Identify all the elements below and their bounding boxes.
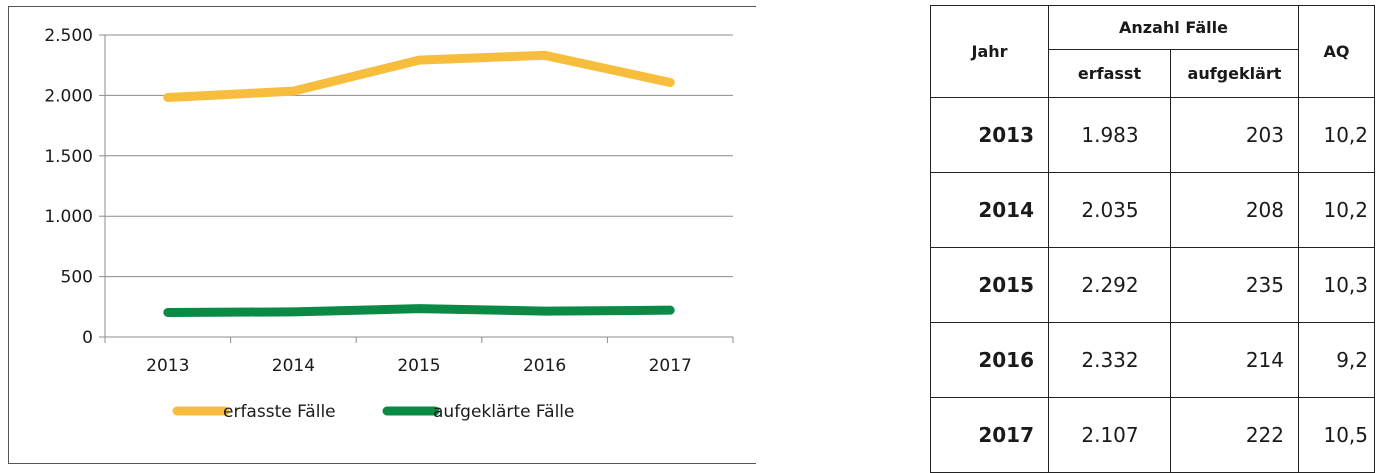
y-tick-label: 1.000 bbox=[44, 207, 93, 227]
cell-erfasst: 2.035 bbox=[1048, 172, 1171, 248]
x-tick-label: 2017 bbox=[649, 356, 692, 376]
legend-label-1: aufgeklärte Fälle bbox=[433, 402, 574, 422]
series-line-1 bbox=[163, 304, 675, 317]
table-row: 2013 1.983 203 10,2 bbox=[930, 97, 1375, 173]
data-table: Jahr Anzahl Fälle AQ erfasst aufgeklärt … bbox=[930, 5, 1375, 473]
data-point bbox=[292, 311, 294, 313]
cell-aufgeklaert: 222 bbox=[1170, 397, 1299, 473]
data-point bbox=[544, 54, 546, 56]
cell-aq: 10,3 bbox=[1298, 247, 1375, 323]
header-erfasst: erfasst bbox=[1048, 49, 1171, 98]
x-tick-label: 2014 bbox=[272, 356, 315, 376]
cell-erfasst: 2.107 bbox=[1048, 397, 1171, 473]
cell-aq: 10,2 bbox=[1298, 97, 1375, 173]
data-point bbox=[669, 309, 671, 311]
cell-erfasst: 2.332 bbox=[1048, 322, 1171, 398]
cell-aq: 10,2 bbox=[1298, 172, 1375, 248]
x-tick-label: 2016 bbox=[523, 356, 566, 376]
table-row: 2017 2.107 222 10,5 bbox=[930, 397, 1375, 473]
x-tick-label: 2013 bbox=[146, 356, 189, 376]
header-anzahl-faelle: Anzahl Fälle bbox=[1048, 5, 1299, 50]
table-row: 2014 2.035 208 10,2 bbox=[930, 172, 1375, 248]
header-aq: AQ bbox=[1298, 5, 1375, 98]
data-point bbox=[418, 308, 420, 310]
cell-jahr: 2015 bbox=[930, 247, 1049, 323]
data-point bbox=[167, 96, 169, 98]
data-point bbox=[418, 59, 420, 61]
data-point bbox=[292, 90, 294, 92]
y-tick-label: 500 bbox=[61, 268, 93, 288]
y-tick-label: 2.000 bbox=[44, 86, 93, 106]
x-tick-label: 2015 bbox=[397, 356, 440, 376]
y-tick-label: 1.500 bbox=[44, 147, 93, 167]
y-tick-label: 2.500 bbox=[44, 26, 93, 46]
cell-aufgeklaert: 235 bbox=[1170, 247, 1299, 323]
cell-jahr: 2013 bbox=[930, 97, 1049, 173]
cell-aufgeklaert: 214 bbox=[1170, 322, 1299, 398]
cell-aufgeklaert: 208 bbox=[1170, 172, 1299, 248]
legend-label-0: erfasste Fälle bbox=[223, 402, 336, 422]
y-tick-label: 0 bbox=[82, 328, 93, 348]
table-row: 2016 2.332 214 9,2 bbox=[930, 322, 1375, 398]
cell-jahr: 2016 bbox=[930, 322, 1049, 398]
table-row: 2015 2.292 235 10,3 bbox=[930, 247, 1375, 323]
cell-aq: 10,5 bbox=[1298, 397, 1375, 473]
cell-jahr: 2014 bbox=[930, 172, 1049, 248]
data-point bbox=[167, 311, 169, 313]
chart-canvas: 0 500 1.000 1.500 2.000 2.500 2013 2014 2015 2016… bbox=[44, 26, 734, 422]
header-aufgeklaert: aufgeklärt bbox=[1170, 49, 1299, 98]
cell-jahr: 2017 bbox=[930, 397, 1049, 473]
cell-erfasst: 1.983 bbox=[1048, 97, 1171, 173]
data-point bbox=[669, 81, 671, 83]
series-line-0 bbox=[163, 50, 675, 102]
cell-aq: 9,2 bbox=[1298, 322, 1375, 398]
header-jahr: Jahr bbox=[930, 5, 1049, 98]
line-chart: 0 500 1.000 1.500 2.000 2.500 2013 2014 2015 2016… bbox=[8, 6, 756, 464]
data-point bbox=[544, 310, 546, 312]
cell-aufgeklaert: 203 bbox=[1170, 97, 1299, 173]
cell-erfasst: 2.292 bbox=[1048, 247, 1171, 323]
